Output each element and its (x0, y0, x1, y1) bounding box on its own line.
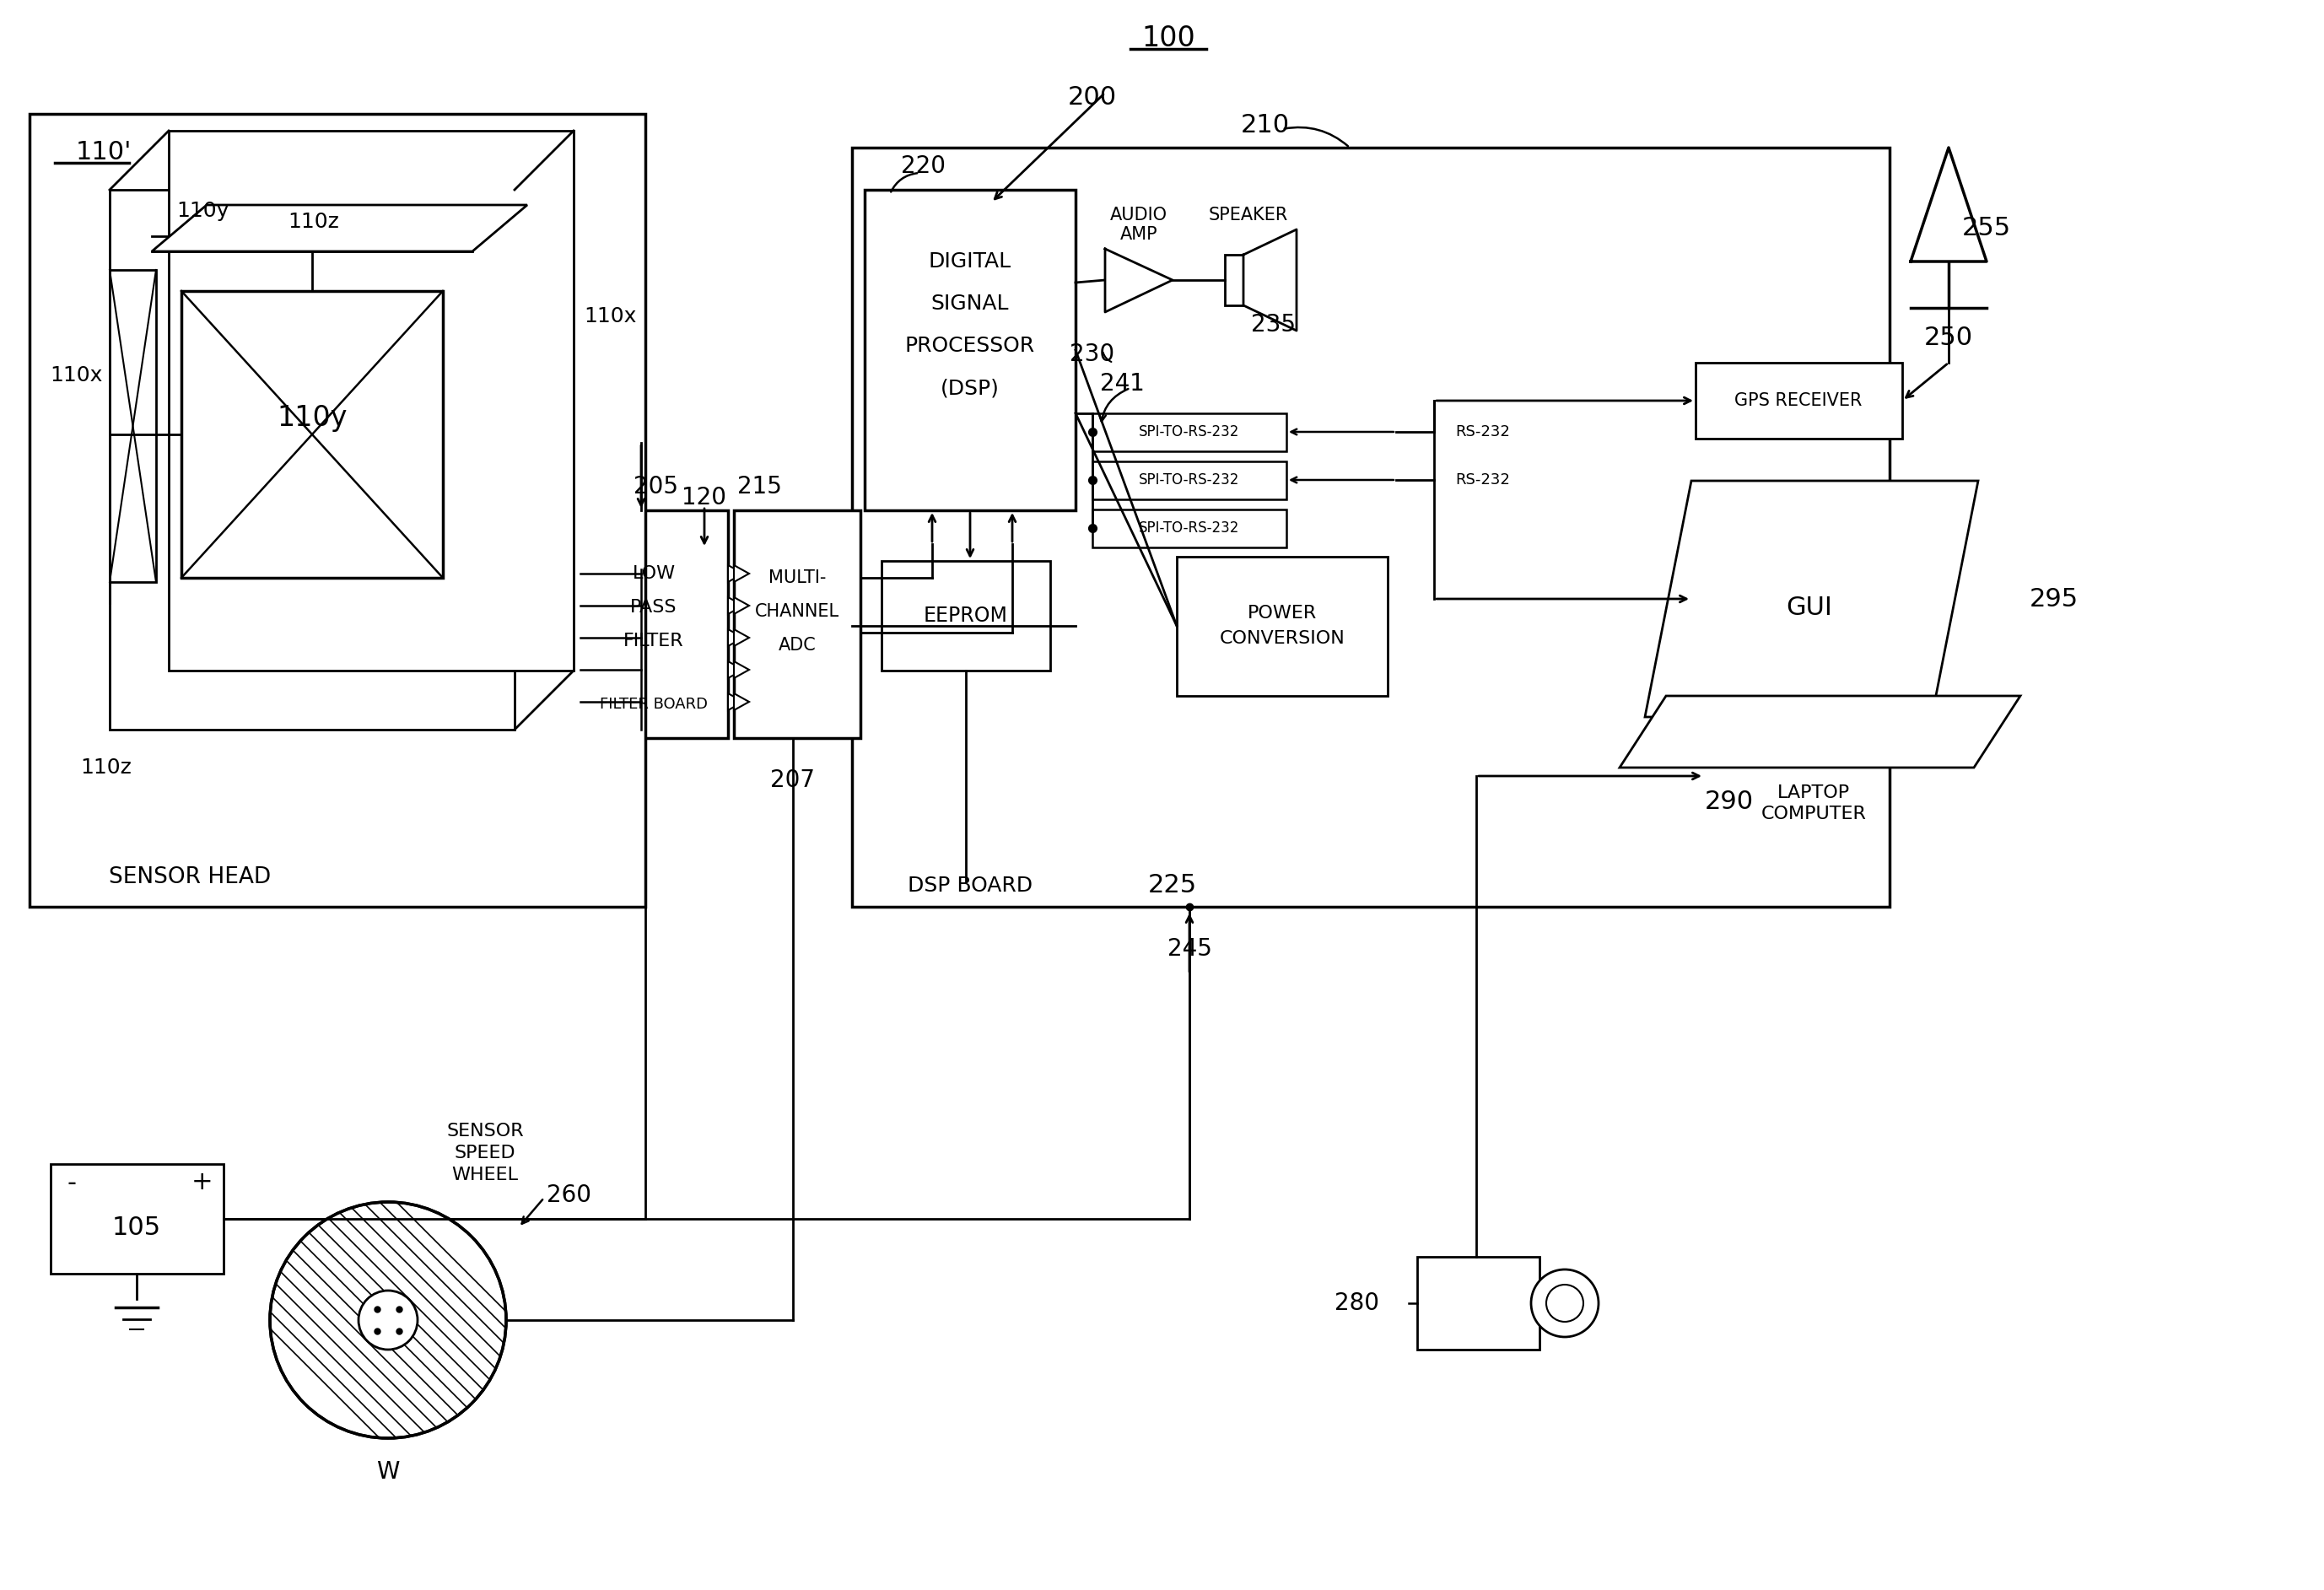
Polygon shape (727, 598, 744, 614)
Text: 250: 250 (1924, 326, 1973, 350)
Bar (170, 130, 574, 671)
Bar (1092, 413, 1287, 452)
Text: 255: 255 (1961, 216, 2010, 240)
Bar (581, 510, 727, 738)
Text: SPEAKER: SPEAKER (1208, 207, 1287, 224)
Bar (1092, 461, 1287, 499)
Text: FILTER: FILTER (623, 633, 683, 649)
Bar (853, 148, 1889, 906)
Circle shape (358, 1291, 418, 1350)
Text: ADC: ADC (779, 638, 816, 653)
Polygon shape (727, 630, 744, 646)
Text: CHANNEL: CHANNEL (755, 603, 839, 620)
Text: 245: 245 (1167, 937, 1211, 960)
Text: 110x: 110x (51, 366, 102, 385)
Text: MULTI-: MULTI- (769, 569, 825, 587)
Text: SPI-TO-RS-232: SPI-TO-RS-232 (1139, 472, 1239, 488)
Text: RS-232: RS-232 (1455, 472, 1511, 488)
Text: 220: 220 (902, 154, 946, 178)
Text: FILTER BOARD: FILTER BOARD (600, 696, 709, 712)
Text: (DSP): (DSP) (941, 378, 999, 398)
Bar (1418, 1256, 1538, 1350)
Text: AMP: AMP (1120, 226, 1157, 243)
Bar (30, 114, 646, 906)
Text: -: - (67, 1170, 77, 1194)
Bar (51, 1164, 223, 1274)
Bar (109, 189, 514, 730)
Polygon shape (1104, 248, 1174, 312)
Polygon shape (734, 564, 748, 582)
Text: SPI-TO-RS-232: SPI-TO-RS-232 (1139, 425, 1239, 439)
Text: 205: 205 (634, 475, 679, 499)
Text: 110y: 110y (177, 200, 228, 221)
Text: 110y: 110y (277, 404, 346, 431)
Text: 120: 120 (681, 487, 727, 509)
Text: SPEED: SPEED (456, 1145, 516, 1162)
Polygon shape (727, 564, 744, 582)
Text: 260: 260 (546, 1183, 593, 1207)
Text: WHEEL: WHEEL (451, 1167, 518, 1183)
Text: 110': 110' (77, 140, 132, 164)
Polygon shape (1620, 696, 2020, 768)
Polygon shape (1645, 480, 1978, 717)
Text: 295: 295 (2029, 587, 2078, 611)
Bar (1092, 509, 1287, 547)
Text: CONVERSION: CONVERSION (1220, 630, 1346, 647)
Circle shape (1545, 1285, 1583, 1321)
Text: GUI: GUI (1787, 595, 1834, 620)
Text: 235: 235 (1250, 313, 1297, 337)
Text: RS-232: RS-232 (1455, 425, 1511, 439)
Bar (865, 189, 1076, 510)
Text: SIGNAL: SIGNAL (932, 294, 1009, 313)
Polygon shape (734, 661, 748, 679)
Polygon shape (734, 598, 748, 614)
Bar (1225, 254, 1243, 305)
Text: 280: 280 (1334, 1291, 1378, 1315)
Polygon shape (151, 205, 528, 251)
Circle shape (1532, 1269, 1599, 1337)
Polygon shape (1243, 229, 1297, 331)
Bar (181, 291, 444, 577)
Text: LOW: LOW (632, 564, 676, 582)
Polygon shape (734, 693, 748, 711)
Text: EEPROM: EEPROM (923, 606, 1009, 626)
Text: COMPUTER: COMPUTER (1762, 806, 1866, 822)
Text: W: W (376, 1460, 400, 1483)
Text: 207: 207 (772, 768, 816, 792)
Text: DIGITAL: DIGITAL (930, 251, 1011, 272)
Text: SENSOR: SENSOR (446, 1123, 523, 1140)
Text: 215: 215 (737, 475, 781, 499)
Text: DSP BOARD: DSP BOARD (909, 876, 1032, 895)
Text: 241: 241 (1099, 372, 1143, 396)
Text: SPI-TO-RS-232: SPI-TO-RS-232 (1139, 520, 1239, 536)
Text: GPS RECEIVER: GPS RECEIVER (1734, 393, 1862, 409)
Bar (881, 561, 1050, 671)
Polygon shape (734, 630, 748, 646)
Text: 110z: 110z (288, 211, 339, 232)
Bar (734, 510, 860, 738)
Polygon shape (727, 693, 744, 711)
Text: SENSOR HEAD: SENSOR HEAD (109, 867, 272, 889)
Polygon shape (1910, 148, 1987, 261)
Text: AUDIO: AUDIO (1111, 207, 1167, 224)
Text: POWER: POWER (1248, 604, 1318, 622)
Text: PROCESSOR: PROCESSOR (904, 335, 1034, 356)
Text: 105: 105 (112, 1215, 160, 1240)
Text: 100: 100 (1141, 24, 1195, 52)
Text: 230: 230 (1069, 342, 1116, 366)
Bar (1697, 363, 1903, 439)
Text: 225: 225 (1148, 873, 1197, 898)
Text: LAPTOP: LAPTOP (1778, 784, 1850, 801)
Bar (1176, 556, 1387, 696)
Text: +: + (191, 1170, 214, 1194)
Text: 200: 200 (1069, 84, 1118, 110)
Bar (109, 270, 156, 582)
Text: 290: 290 (1706, 789, 1755, 814)
Circle shape (270, 1202, 507, 1439)
Text: 110z: 110z (79, 757, 132, 778)
Text: 210: 210 (1241, 113, 1290, 137)
Text: 110x: 110x (583, 307, 637, 326)
Polygon shape (727, 661, 744, 679)
Text: PASS: PASS (630, 599, 676, 615)
